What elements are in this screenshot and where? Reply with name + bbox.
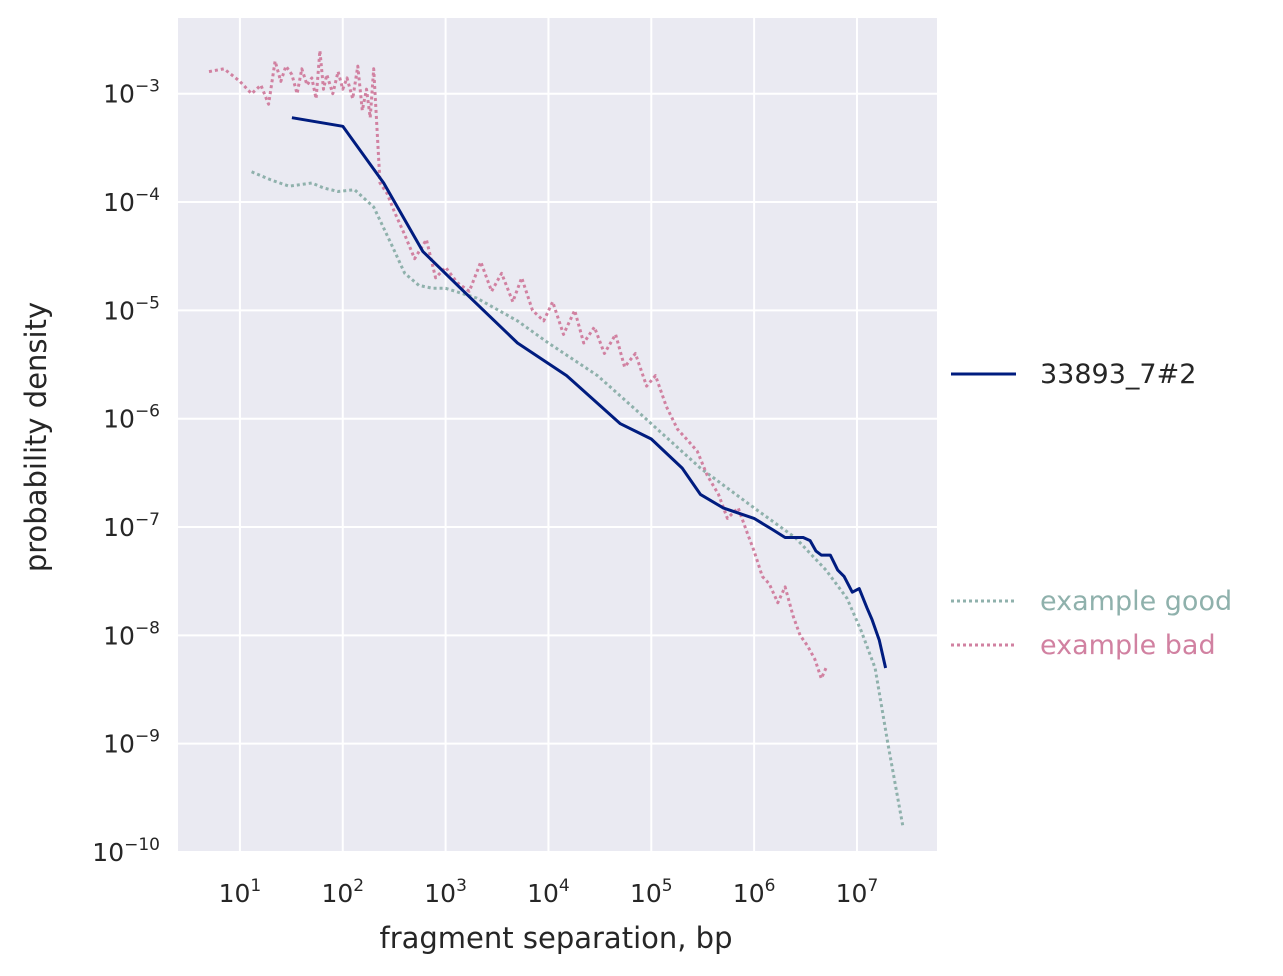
- x-tick-label: 107: [836, 876, 879, 908]
- x-tick-label: 102: [321, 876, 364, 908]
- legend-label-series-1: 33893_7#2: [1040, 359, 1196, 390]
- legend-label-series-3: example bad: [1040, 630, 1216, 661]
- x-axis-ticks: 101 102 103 104 105 106 107: [219, 876, 879, 908]
- grid: [178, 18, 937, 853]
- y-tick-label: 10−7: [103, 510, 160, 542]
- series-line-2: [251, 170, 905, 828]
- series-layer: [208, 49, 905, 828]
- y-tick-label: 10−5: [103, 293, 160, 325]
- y-tick-label: 10−3: [103, 77, 160, 109]
- plot-area: [178, 18, 937, 852]
- series-line-3: [208, 49, 828, 680]
- y-tick-label: 10−4: [103, 185, 160, 217]
- x-tick-label: 106: [733, 876, 776, 908]
- x-tick-label: 104: [527, 876, 570, 908]
- x-tick-label: 101: [219, 876, 262, 908]
- x-axis-title: fragment separation, bp: [380, 921, 733, 955]
- y-tick-label: 10−9: [103, 727, 160, 759]
- legend: 33893_7#2 example good example bad: [951, 359, 1232, 661]
- y-tick-label: 10−10: [92, 835, 160, 867]
- legend-label-series-2: example good: [1040, 586, 1232, 617]
- series-line-1: [291, 116, 888, 669]
- y-axis-ticks: 10−3 10−4 10−5 10−6 10−7 10−8 10−9 10−10: [92, 77, 160, 867]
- y-tick-label: 10−6: [103, 402, 160, 434]
- y-axis-title: probability density: [19, 302, 53, 572]
- x-tick-label: 105: [630, 876, 673, 908]
- y-tick-label: 10−8: [103, 618, 160, 650]
- x-tick-label: 103: [424, 876, 467, 908]
